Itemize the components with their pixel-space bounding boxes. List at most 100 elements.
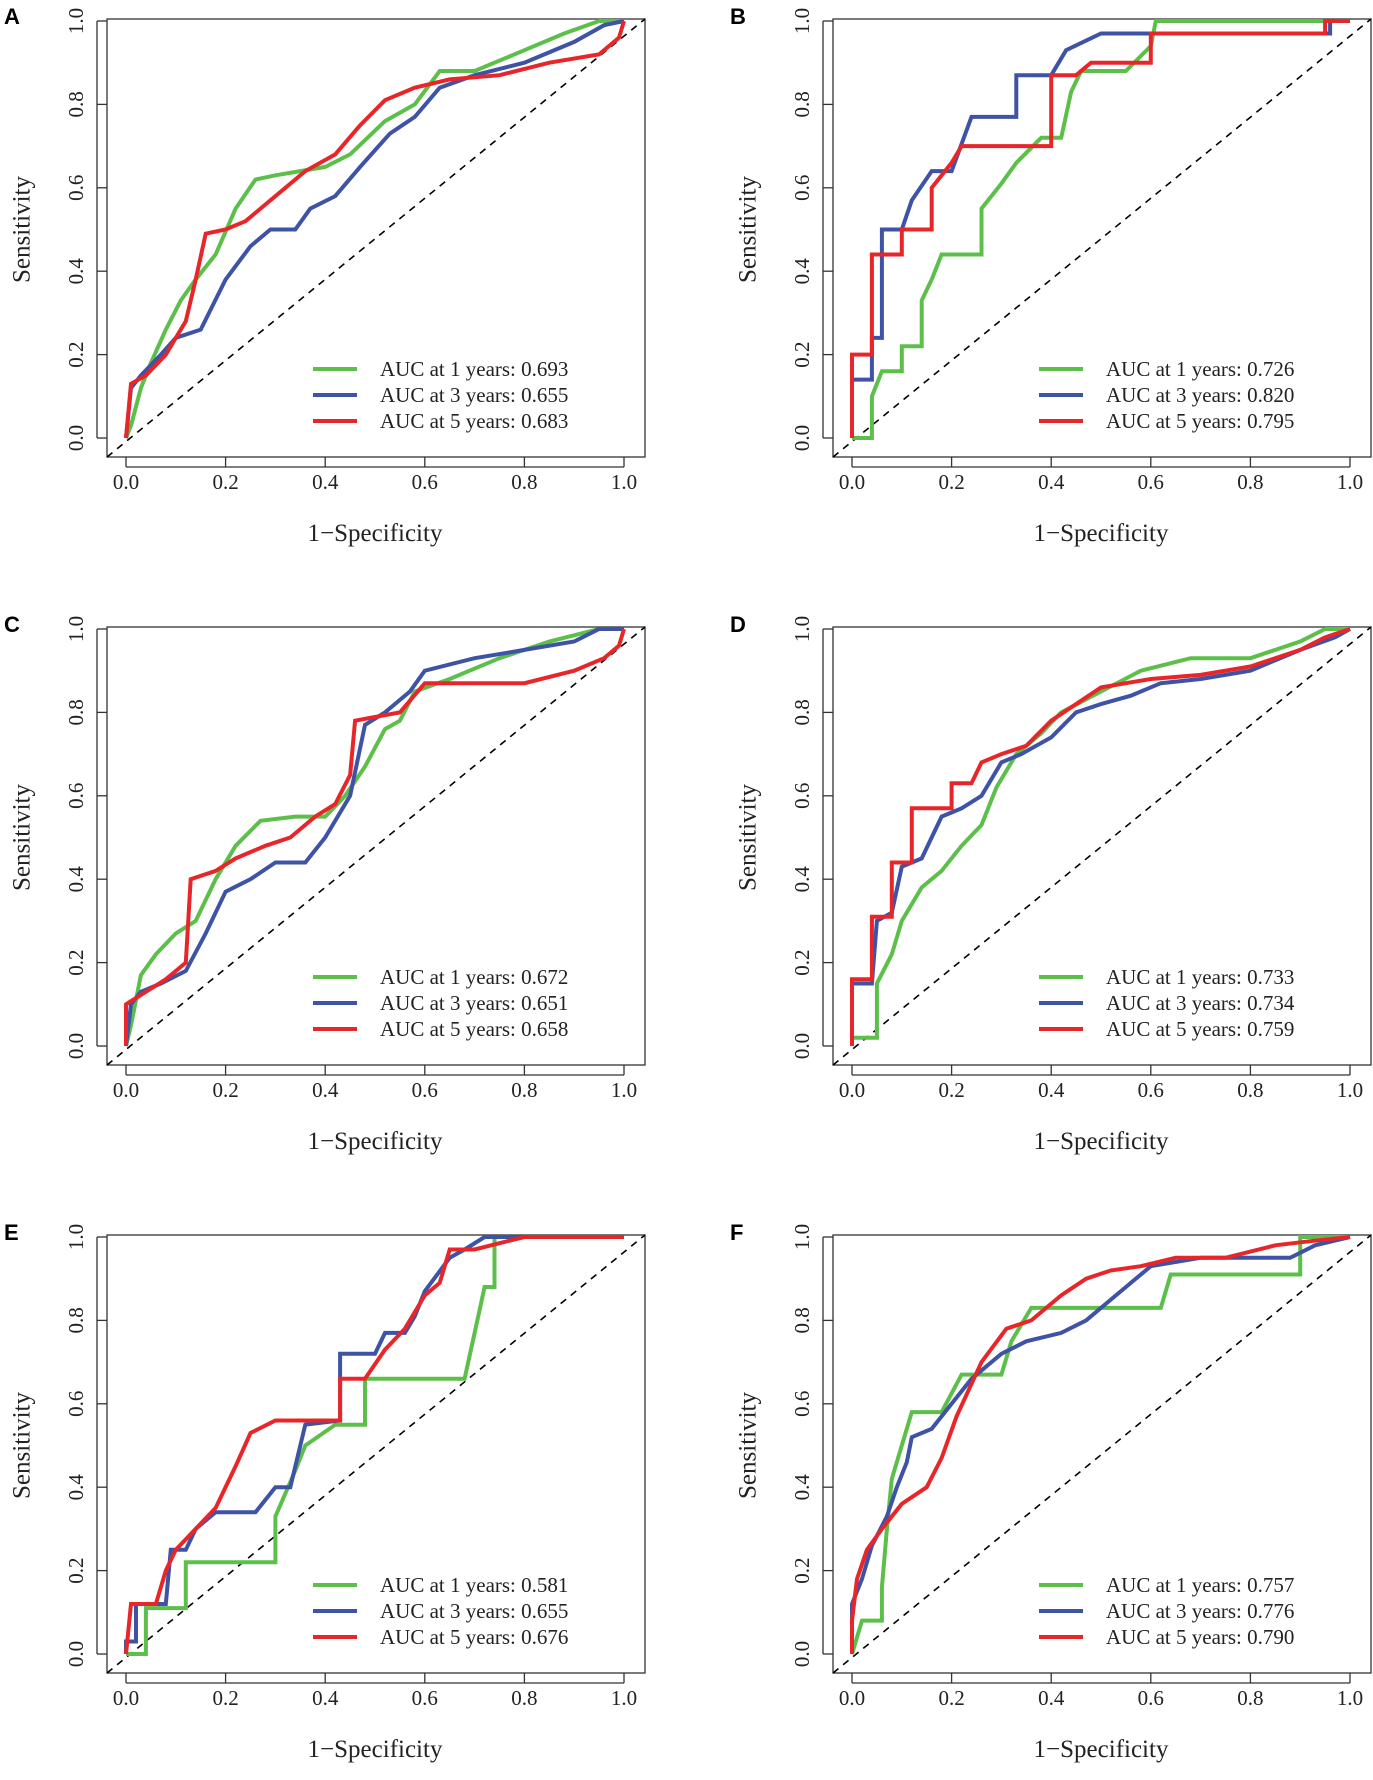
roc-curve-1-year: [850, 627, 1350, 1046]
y-axis-title: Sensitivity: [735, 1392, 762, 1499]
x-tick-label: 1.0: [611, 1686, 637, 1710]
roc-curve-3-year: [124, 1235, 624, 1654]
y-tick-label: 1.0: [64, 1224, 88, 1250]
x-tick-label: 1.0: [1337, 1686, 1363, 1710]
legend-label: AUC at 3 years: 0.776: [1106, 1599, 1294, 1623]
x-tick-label: 0.4: [1038, 1686, 1065, 1710]
x-tick-label: 0.6: [1138, 470, 1164, 494]
y-tick-label: 0.4: [790, 866, 814, 893]
x-tick-label: 0.4: [312, 1078, 339, 1102]
y-tick-label: 0.4: [64, 258, 88, 285]
y-tick-label: 0.0: [64, 1641, 88, 1667]
roc-curve-3-year: [124, 19, 625, 439]
legend-label: AUC at 3 years: 0.655: [380, 1599, 568, 1623]
roc-curve-1-year: [850, 1235, 1350, 1655]
y-tick-label: 0.2: [64, 949, 88, 975]
roc-curve-5-year: [124, 1235, 624, 1655]
x-axis-title: 1−Specificity: [308, 1128, 443, 1155]
reference-diagonal: [832, 18, 1372, 458]
y-tick-label: 0.8: [64, 699, 88, 725]
legend-label: AUC at 3 years: 0.734: [1106, 991, 1295, 1015]
panel-a: A 0.0 0.2 0.4 0.6 0.8 1.0 0.0 0.2 0.4 0.6 0.8 1.0 1−S…: [4, 4, 646, 547]
x-tick-label: 0.8: [511, 1686, 537, 1710]
x-tick-label: 0.2: [938, 1078, 964, 1102]
y-tick-label: 1.0: [790, 8, 814, 34]
x-tick-label: 0.6: [1138, 1078, 1164, 1102]
x-tick-label: 0.0: [839, 1078, 865, 1102]
plot-frame: [832, 18, 1372, 458]
x-tick-label: 1.0: [611, 1078, 637, 1102]
legend-label: AUC at 5 years: 0.790: [1106, 1625, 1294, 1649]
x-tick-label: 0.4: [1038, 470, 1065, 494]
roc-curve-5-year: [850, 19, 1350, 438]
panel-letter: A: [4, 4, 20, 29]
legend-label: AUC at 5 years: 0.795: [1106, 409, 1294, 433]
y-tick-label: 0.8: [790, 1307, 814, 1333]
panel-e: E 0.0 0.2 0.4 0.6 0.8 1.0 0.0 0.2 0.4 0.6 0.8 1.0 1−S…: [4, 1220, 646, 1763]
legend-label: AUC at 5 years: 0.676: [380, 1625, 568, 1649]
y-axis-title: Sensitivity: [9, 1392, 36, 1499]
roc-curve-1-year: [126, 1235, 624, 1656]
x-axis-title: 1−Specificity: [1034, 1128, 1169, 1155]
x-tick-label: 0.4: [312, 1686, 339, 1710]
y-tick-label: 0.0: [790, 1033, 814, 1059]
y-tick-label: 0.8: [64, 91, 88, 117]
x-tick-label: 0.8: [1237, 1078, 1263, 1102]
roc-curve-1-year: [124, 627, 624, 1047]
roc-curve-5-year: [850, 1235, 1351, 1654]
roc-curve-1-year: [124, 19, 624, 439]
reference-diagonal: [832, 626, 1372, 1066]
y-axis-title: Sensitivity: [9, 176, 36, 283]
panel-b: B 0.0 0.2 0.4 0.6 0.8 1.0 0.0 0.2 0.4 0.6 0.8 1.0 1−S…: [730, 4, 1372, 547]
panel-c: C 0.0 0.2 0.4 0.6 0.8 1.0 0.0 0.2 0.4 0.6 0.8 1.0 1−S…: [4, 612, 646, 1155]
y-tick-label: 0.4: [790, 258, 814, 285]
x-tick-label: 0.6: [412, 1078, 438, 1102]
panel-d: D 0.0 0.2 0.4 0.6 0.8 1.0 0.0 0.2 0.4 0.6 0.8 1.0 1−S…: [730, 612, 1372, 1155]
x-tick-label: 0.8: [1237, 1686, 1263, 1710]
y-tick-label: 0.6: [790, 783, 814, 809]
reference-diagonal: [106, 18, 646, 458]
plot-frame: [832, 1234, 1372, 1674]
x-tick-label: 0.2: [938, 1686, 964, 1710]
legend-label: AUC at 1 years: 0.672: [380, 965, 568, 989]
x-axis-title: 1−Specificity: [1034, 1736, 1169, 1763]
y-axis-title: Sensitivity: [9, 784, 36, 891]
y-tick-label: 0.6: [790, 175, 814, 201]
legend-label: AUC at 1 years: 0.693: [380, 357, 568, 381]
x-tick-label: 0.6: [412, 1686, 438, 1710]
x-tick-label: 1.0: [1337, 1078, 1363, 1102]
roc-curve-5-year: [124, 628, 626, 1046]
y-tick-label: 0.2: [790, 1557, 814, 1583]
y-tick-label: 1.0: [790, 1224, 814, 1250]
y-tick-label: 0.6: [64, 1391, 88, 1417]
y-tick-label: 1.0: [64, 8, 88, 34]
y-tick-label: 0.4: [64, 866, 88, 893]
x-tick-label: 0.0: [839, 470, 865, 494]
legend-label: AUC at 5 years: 0.683: [380, 409, 568, 433]
y-tick-label: 0.0: [790, 425, 814, 451]
roc-curve-5-year: [850, 627, 1351, 1046]
x-tick-label: 0.2: [212, 470, 238, 494]
y-axis-title: Sensitivity: [735, 784, 762, 891]
legend-label: AUC at 1 years: 0.757: [1106, 1573, 1294, 1597]
x-tick-label: 0.2: [938, 470, 964, 494]
y-tick-label: 0.8: [790, 699, 814, 725]
x-tick-label: 1.0: [611, 470, 637, 494]
legend-label: AUC at 1 years: 0.733: [1106, 965, 1294, 989]
panel-letter: F: [730, 1220, 743, 1245]
legend-label: AUC at 5 years: 0.658: [380, 1017, 568, 1041]
y-tick-label: 0.8: [790, 91, 814, 117]
legend-label: AUC at 3 years: 0.651: [380, 991, 568, 1015]
x-tick-label: 0.2: [212, 1078, 238, 1102]
y-tick-label: 0.2: [64, 1557, 88, 1583]
plot-frame: [106, 18, 646, 458]
y-tick-label: 0.2: [790, 949, 814, 975]
y-tick-label: 0.4: [790, 1474, 814, 1501]
x-tick-label: 1.0: [1337, 470, 1363, 494]
